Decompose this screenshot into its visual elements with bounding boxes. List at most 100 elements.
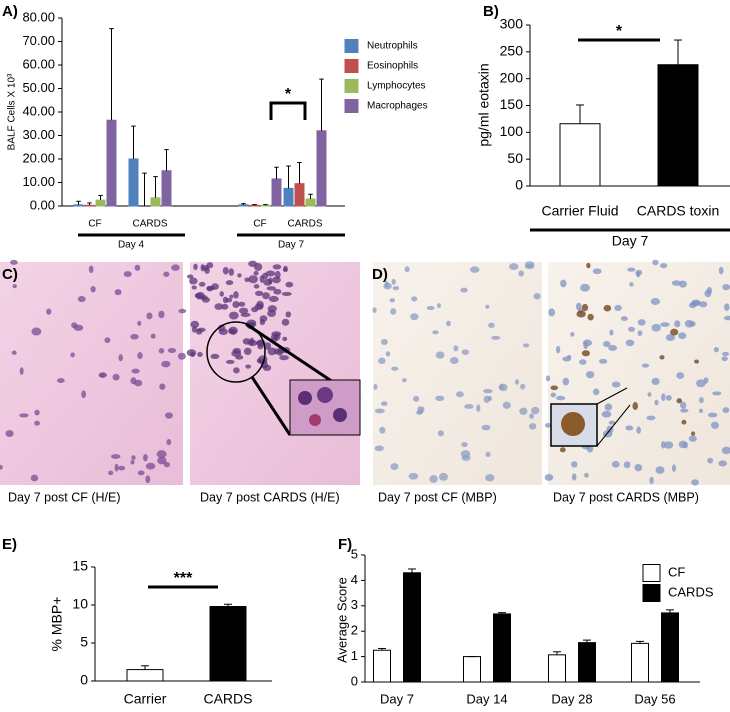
y-tick-label: 40.00 (22, 103, 55, 118)
x-tick-label: CARDS (132, 219, 167, 230)
cell (146, 312, 153, 320)
cell (483, 389, 493, 394)
cell (391, 278, 396, 285)
cell (665, 334, 676, 341)
bar (73, 204, 84, 207)
cell (698, 301, 708, 308)
y-tick-label: 0 (80, 672, 88, 688)
cell (374, 445, 384, 452)
y-tick-label: 80.00 (22, 9, 55, 24)
cell (439, 472, 448, 481)
panel-label: A) (2, 3, 18, 20)
cell (718, 460, 727, 467)
cell (281, 291, 292, 297)
cell (571, 473, 577, 481)
cell (145, 462, 156, 470)
cell (57, 378, 65, 384)
inset-cell (333, 408, 347, 422)
cell (137, 470, 145, 476)
cell (437, 430, 444, 437)
cell (627, 267, 636, 272)
cell (678, 332, 687, 340)
cell (391, 366, 399, 371)
cell (177, 352, 186, 360)
bar (150, 197, 161, 207)
y-tick-label: 60.00 (22, 56, 55, 71)
cell (285, 311, 292, 318)
cell (485, 304, 490, 309)
group-label: Day 7 (612, 233, 649, 249)
cell (629, 281, 634, 287)
cell (699, 397, 704, 404)
y-tick-label: 0 (351, 673, 358, 688)
y-tick-label: 3 (351, 597, 358, 612)
cell (254, 290, 264, 297)
cell (238, 307, 249, 314)
cell (674, 320, 681, 328)
legend-swatch (344, 99, 359, 113)
x-tick-label: Day 14 (466, 691, 507, 706)
inset-cell (309, 414, 321, 426)
cell (602, 341, 611, 348)
cell (599, 358, 608, 364)
cell (267, 347, 277, 356)
cell (201, 296, 211, 303)
group-label: Day 7 (278, 240, 305, 251)
cell (665, 395, 672, 401)
y-axis-label: Average Score (334, 577, 349, 663)
cell (691, 479, 699, 486)
cell (611, 460, 620, 468)
cell (723, 315, 730, 321)
cell (620, 316, 628, 321)
panel-label: E) (2, 536, 17, 553)
cell (531, 406, 540, 415)
bar (249, 204, 260, 207)
cell (481, 424, 491, 431)
y-tick-label: 250 (500, 43, 524, 59)
bar (294, 183, 305, 207)
cell (544, 422, 552, 428)
cell (707, 457, 714, 464)
image-cf-he (0, 262, 183, 485)
cell (245, 364, 252, 369)
cell (680, 408, 689, 413)
legend-swatch (642, 584, 661, 602)
cell (272, 264, 282, 270)
cell (193, 263, 198, 271)
cell (559, 447, 566, 453)
cell (446, 320, 451, 327)
cell (229, 294, 234, 299)
cell (460, 450, 471, 458)
cell (110, 454, 121, 459)
cell (211, 283, 219, 290)
legend-label: Neutrophils (367, 41, 418, 52)
cell (171, 264, 180, 271)
cell (81, 390, 87, 399)
cell (266, 286, 276, 291)
cell (380, 401, 388, 406)
cell (389, 298, 395, 303)
cell (470, 266, 480, 273)
cell (130, 460, 135, 465)
cell (150, 333, 156, 339)
cell (190, 320, 200, 329)
cell (464, 404, 474, 409)
cell (191, 285, 197, 290)
cell (392, 286, 400, 291)
cell (515, 379, 520, 385)
cell (158, 348, 165, 354)
cell (545, 375, 551, 382)
cell (655, 466, 665, 474)
caption: Day 7 post CF (MBP) (378, 490, 497, 504)
cell (237, 273, 242, 278)
cell (663, 441, 674, 449)
cell (186, 349, 197, 357)
bar (95, 199, 106, 207)
cell (460, 287, 468, 293)
x-tick-label: CARDS toxin (637, 203, 719, 219)
cell (520, 383, 526, 390)
bar (631, 642, 649, 683)
significance: * (616, 23, 623, 40)
y-tick-label: 2 (351, 623, 358, 638)
cell (483, 395, 491, 404)
